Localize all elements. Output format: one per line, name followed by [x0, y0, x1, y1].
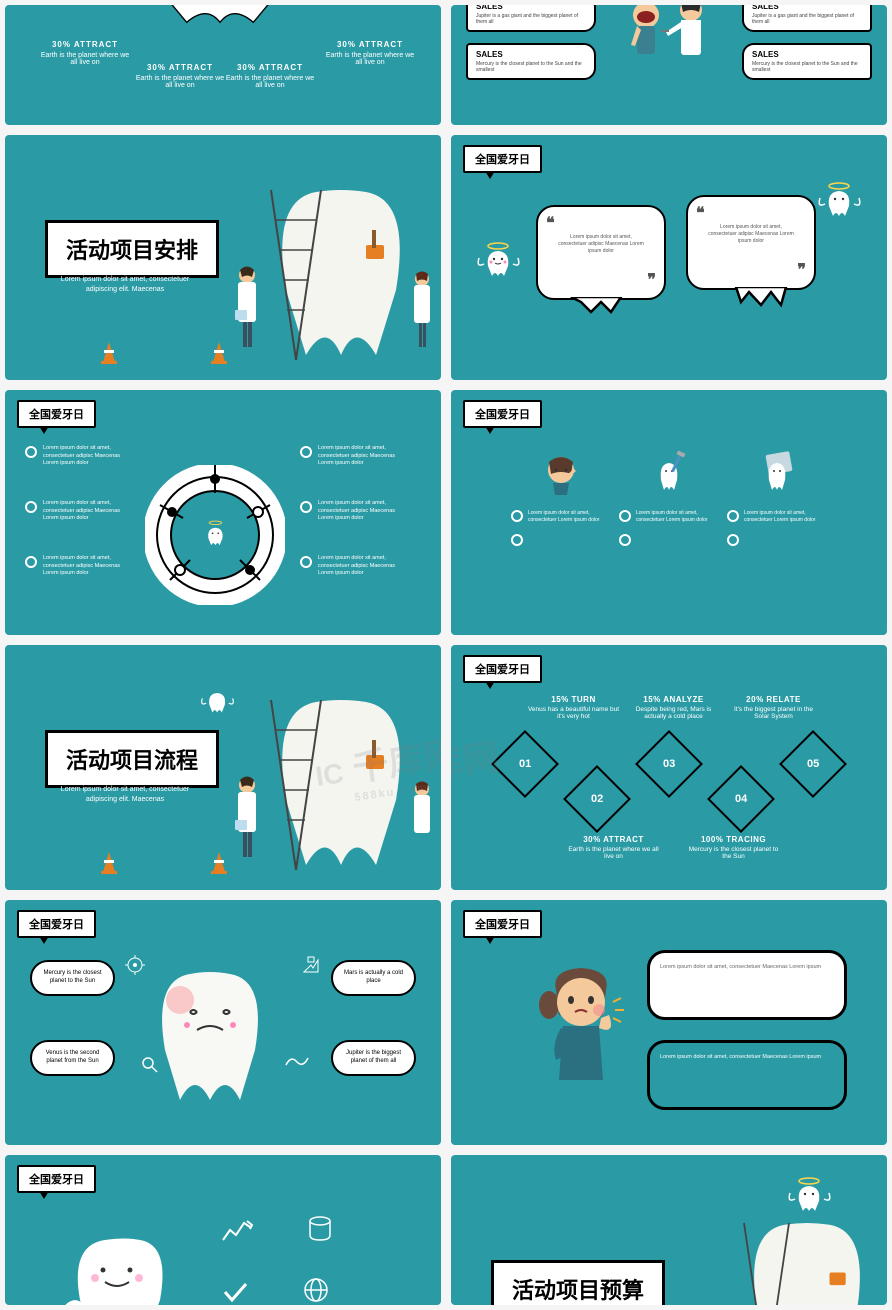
slide-sales: SALES Jupiter is a gas giant and the big… — [451, 5, 887, 125]
fact-bubble: Venus is the second planet from the Sun — [30, 1040, 115, 1076]
badge: 全国爱牙日 — [463, 145, 542, 173]
stat-title: 30% ATTRACT — [566, 835, 661, 844]
angel-tooth-icon — [476, 240, 521, 280]
sales-title: SALES — [476, 5, 586, 11]
section-subtitle: Lorem ipsum dolor sit amet, consectetuer… — [45, 785, 205, 805]
tooth-illustration — [261, 680, 421, 880]
fact-bubble: Jupiter is the biggest planet of them al… — [331, 1040, 416, 1076]
info-box: Lorem ipsum dolor sit amet, consectetuer… — [647, 950, 847, 1020]
stat-title: 30% ATTRACT — [325, 40, 415, 49]
badge: 全国爱牙日 — [17, 1165, 96, 1193]
slide-diamond-process: 全国爱牙日 15% TURN Venus has a beautiful nam… — [451, 645, 887, 890]
ring-text: Lorem ipsum dolor sit amet, consectetuer… — [43, 500, 135, 523]
column: Lorem ipsum dolor sit amet, consectetuer… — [619, 450, 719, 556]
sales-text: Mercury is the closest planet to the Sun… — [476, 61, 586, 73]
tooth-brush-icon — [647, 450, 692, 495]
speech-bubble: ❝ Lorem ipsum dolor sit amet, consectetu… — [686, 195, 816, 290]
ring-text: Lorem ipsum dolor sit amet, consectetuer… — [43, 555, 135, 578]
cone-icon — [100, 340, 118, 365]
section-title: 活动项目预算 — [491, 1260, 665, 1305]
sales-text: Mercury is the closest planet to the Sun… — [752, 61, 862, 73]
sales-title: SALES — [476, 50, 586, 59]
doctor-1-icon — [230, 775, 265, 860]
chart-up-icon — [220, 1215, 255, 1245]
slide-sad-tooth: 全国爱牙日 Mercury is the closest planet to t… — [5, 900, 441, 1145]
section-subtitle: Lorem ipsum dolor sit amet, consectetuer… — [45, 275, 205, 295]
doctor-1-icon — [230, 265, 265, 350]
dentist-illustration — [611, 5, 731, 75]
stat-text: Earth is the planet where we all live on — [135, 75, 225, 89]
doctor-2-icon — [408, 270, 436, 350]
stat-title: 15% ANALYZE — [626, 695, 721, 704]
slide-attract-stats: 30% ATTRACT Earth is the planet where we… — [5, 5, 441, 125]
fact-bubble: Mercury is the closest planet to the Sun — [30, 960, 115, 996]
slide-title-process: 活动项目流程 Lorem ipsum dolor sit amet, conse… — [5, 645, 441, 890]
badge: 全国爱牙日 — [17, 400, 96, 428]
girl-face-icon — [539, 450, 584, 495]
slide-title-arrange: 活动项目安排 Lorem ipsum dolor sit amet, conse… — [5, 135, 441, 380]
stat-text: Earth is the planet where we all live on — [40, 52, 130, 66]
diamond-step: 04 — [707, 765, 775, 833]
stat-title: 30% ATTRACT — [225, 63, 315, 72]
stat-title: 100% TRACING — [686, 835, 781, 844]
sad-tooth-icon — [135, 950, 285, 1110]
happy-teeth-icon — [45, 1220, 175, 1305]
ring-text: Lorem ipsum dolor sit amet, consectetuer… — [318, 500, 410, 523]
slide-circle-diagram: 全国爱牙日 Lorem ipsum dolor sit amet, consec… — [5, 390, 441, 635]
diamond-step: 03 — [635, 730, 703, 798]
section-title: 活动项目安排 — [45, 220, 219, 278]
stat-text: Earth is the planet where we all live on — [566, 846, 661, 860]
angel-tooth-icon — [817, 180, 862, 220]
info-box: Lorem ipsum dolor sit amet, consectetuer… — [647, 1040, 847, 1110]
stat-title: 30% ATTRACT — [40, 40, 130, 49]
badge: 全国爱牙日 — [463, 400, 542, 428]
tooth-xray-icon — [755, 450, 800, 495]
globe-icon — [300, 1275, 332, 1305]
sales-title: SALES — [752, 5, 862, 11]
badge: 全国爱牙日 — [463, 655, 542, 683]
ring-text: Lorem ipsum dolor sit amet, consectetuer… — [318, 555, 410, 578]
stat-text: Despite being red, Mars is actually a co… — [626, 706, 721, 720]
doctor-2-icon — [408, 780, 436, 860]
puzzle-ring-icon — [145, 465, 285, 605]
diamond-step: 02 — [563, 765, 631, 833]
tooth-illustration — [261, 170, 421, 370]
stat-title: 15% TURN — [526, 695, 621, 704]
tooth-illustration — [717, 1205, 887, 1305]
stat-text: Venus has a beautiful name but it's very… — [526, 706, 621, 720]
stat-text: It's the biggest planet in the Solar Sys… — [726, 706, 821, 720]
angel-tooth-icon — [200, 680, 235, 720]
slide-icons-partial: 全国爱牙日 — [5, 1155, 441, 1305]
speech-bubble: ❝ Lorem ipsum dolor sit amet, consectetu… — [536, 205, 666, 300]
column: Lorem ipsum dolor sit amet, consectetuer… — [511, 450, 611, 556]
stat-text: Earth is the planet where we all live on — [225, 75, 315, 89]
section-title: 活动项目流程 — [45, 730, 219, 788]
slide-two-bubbles: 全国爱牙日 ❝ Lorem ipsum dolor sit amet, cons… — [451, 135, 887, 380]
slide-title-budget: 活动项目预算 — [451, 1155, 887, 1305]
sales-title: SALES — [752, 50, 862, 59]
cone-icon — [210, 340, 228, 365]
sales-text: Jupiter is a gas giant and the biggest p… — [476, 13, 586, 25]
sales-text: Jupiter is a gas giant and the biggest p… — [752, 13, 862, 25]
badge: 全国爱牙日 — [17, 910, 96, 938]
fact-bubble: Mars is actually a cold place — [331, 960, 416, 996]
slide-three-columns: 全国爱牙日 Lorem ipsum dolor sit amet, consec… — [451, 390, 887, 635]
girl-toothache-icon — [521, 960, 641, 1110]
stat-title: 30% ATTRACT — [135, 63, 225, 72]
diamond-step: 01 — [491, 730, 559, 798]
stat-text: Earth is the planet where we all live on — [325, 52, 415, 66]
column: Lorem ipsum dolor sit amet, consectetuer… — [727, 450, 827, 556]
ring-text: Lorem ipsum dolor sit amet, consectetuer… — [43, 445, 135, 468]
diamond-step: 05 — [779, 730, 847, 798]
ring-text: Lorem ipsum dolor sit amet, consectetuer… — [318, 445, 410, 468]
slide-girl-boxes: 全国爱牙日 Lorem ipsum dolor sit amet, consec… — [451, 900, 887, 1145]
stat-title: 20% RELATE — [726, 695, 821, 704]
badge: 全国爱牙日 — [463, 910, 542, 938]
check-icon — [220, 1280, 250, 1305]
jar-icon — [305, 1213, 335, 1243]
stat-text: Mercury is the closest planet to the Sun — [686, 846, 781, 860]
